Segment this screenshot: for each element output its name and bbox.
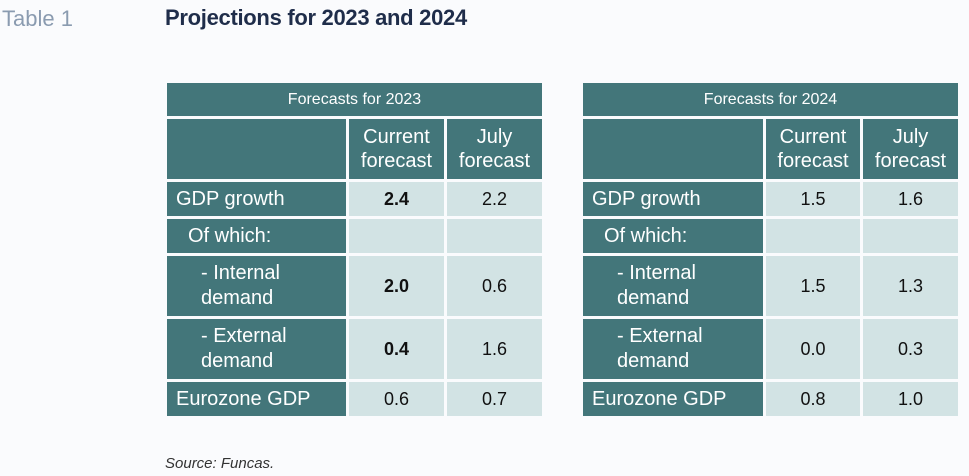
column-header-july: July forecast [447,119,542,179]
row-label: GDP growth [583,182,763,216]
row-label: - Internal demand [583,256,763,316]
row-label-header [167,119,346,179]
table-tag: Table 1 [2,6,73,31]
current-value: 1.5 [766,256,860,316]
july-value: 0.6 [447,256,542,316]
table-row: GDP growth 2.4 2.2 [167,182,542,216]
current-value: 0.6 [349,382,444,416]
source-note: Source: Funcas. [165,455,275,472]
table-row: Eurozone GDP 0.6 0.7 [167,382,542,416]
current-value: 0.0 [766,319,860,379]
table-row: GDP growth 1.5 1.6 [583,182,958,216]
current-value: 1.5 [766,182,860,216]
row-label: - Internal demand [167,256,346,316]
table-row: - External demand 0.4 1.6 [167,319,542,379]
column-header-current: Current forecast [349,119,444,179]
column-header-current: Current forecast [766,119,860,179]
row-label: Of which: [167,219,346,253]
table-header: Forecasts for 2024 [583,83,958,116]
table-row: - Internal demand 1.5 1.3 [583,256,958,316]
current-value [766,219,860,253]
current-value: 0.4 [349,319,444,379]
july-value: 1.6 [863,182,958,216]
table-row: Eurozone GDP 0.8 1.0 [583,382,958,416]
row-label: Of which: [583,219,763,253]
july-value [863,219,958,253]
row-label: - External demand [167,319,346,379]
current-value [349,219,444,253]
july-value: 1.6 [447,319,542,379]
july-value: 0.7 [447,382,542,416]
page-title: Projections for 2023 and 2024 [165,5,467,30]
july-value: 1.0 [863,382,958,416]
table-row: Of which: [583,219,958,253]
july-value: 1.3 [863,256,958,316]
row-label-header [583,119,763,179]
current-value: 2.0 [349,256,444,316]
current-value: 0.8 [766,382,860,416]
table-header: Forecasts for 2023 [167,83,542,116]
row-label: GDP growth [167,182,346,216]
current-value: 2.4 [349,182,444,216]
table-row: Of which: [167,219,542,253]
table-row: - External demand 0.0 0.3 [583,319,958,379]
row-label: Eurozone GDP [583,382,763,416]
row-label: - External demand [583,319,763,379]
table-row: - Internal demand 2.0 0.6 [167,256,542,316]
july-value: 0.3 [863,319,958,379]
forecast-table-2023: Forecasts for 2023 Current forecast July… [164,80,545,419]
forecast-table-2024: Forecasts for 2024 Current forecast July… [580,80,961,419]
july-value: 2.2 [447,182,542,216]
row-label: Eurozone GDP [167,382,346,416]
july-value [447,219,542,253]
column-header-july: July forecast [863,119,958,179]
